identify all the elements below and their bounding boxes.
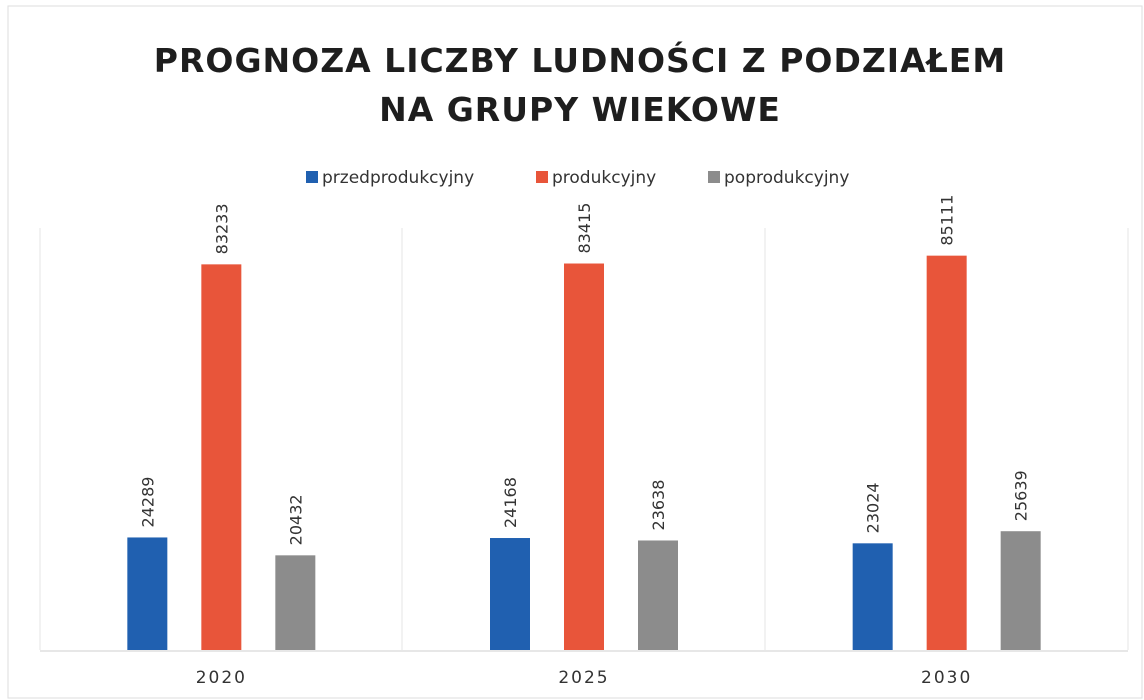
bar (852, 543, 893, 650)
legend-swatch (708, 171, 720, 183)
legend-swatch (536, 171, 548, 183)
value-label: 24168 (501, 477, 520, 528)
bar (564, 263, 604, 650)
legend-label: przedprodukcyjny (322, 168, 474, 188)
x-tick-label: 2020 (196, 668, 247, 688)
bar (638, 540, 678, 650)
bar (1000, 531, 1041, 650)
bar (201, 264, 242, 650)
value-label: 83233 (212, 203, 231, 254)
x-tick-label: 2030 (921, 668, 972, 688)
value-label: 24289 (138, 477, 157, 528)
bar (127, 537, 168, 650)
bar (490, 538, 530, 650)
bar (926, 255, 967, 651)
value-label: 83415 (575, 203, 594, 254)
legend-label: poprodukcyjny (724, 168, 849, 188)
value-label: 20432 (286, 494, 305, 545)
chart-title: PROGNOZA LICZBY LUDNOŚCI Z PODZIAŁEM (154, 40, 1006, 80)
bar (275, 555, 316, 650)
value-label: 25639 (1012, 470, 1031, 521)
legend-label: produkcyjny (552, 168, 656, 188)
value-label: 23024 (864, 482, 883, 533)
x-tick-label: 2025 (558, 668, 609, 688)
value-label: 23638 (649, 480, 668, 531)
chart-title: NA GRUPY WIEKOWE (379, 90, 781, 129)
legend-swatch (306, 171, 318, 183)
value-label: 85111 (938, 195, 957, 246)
